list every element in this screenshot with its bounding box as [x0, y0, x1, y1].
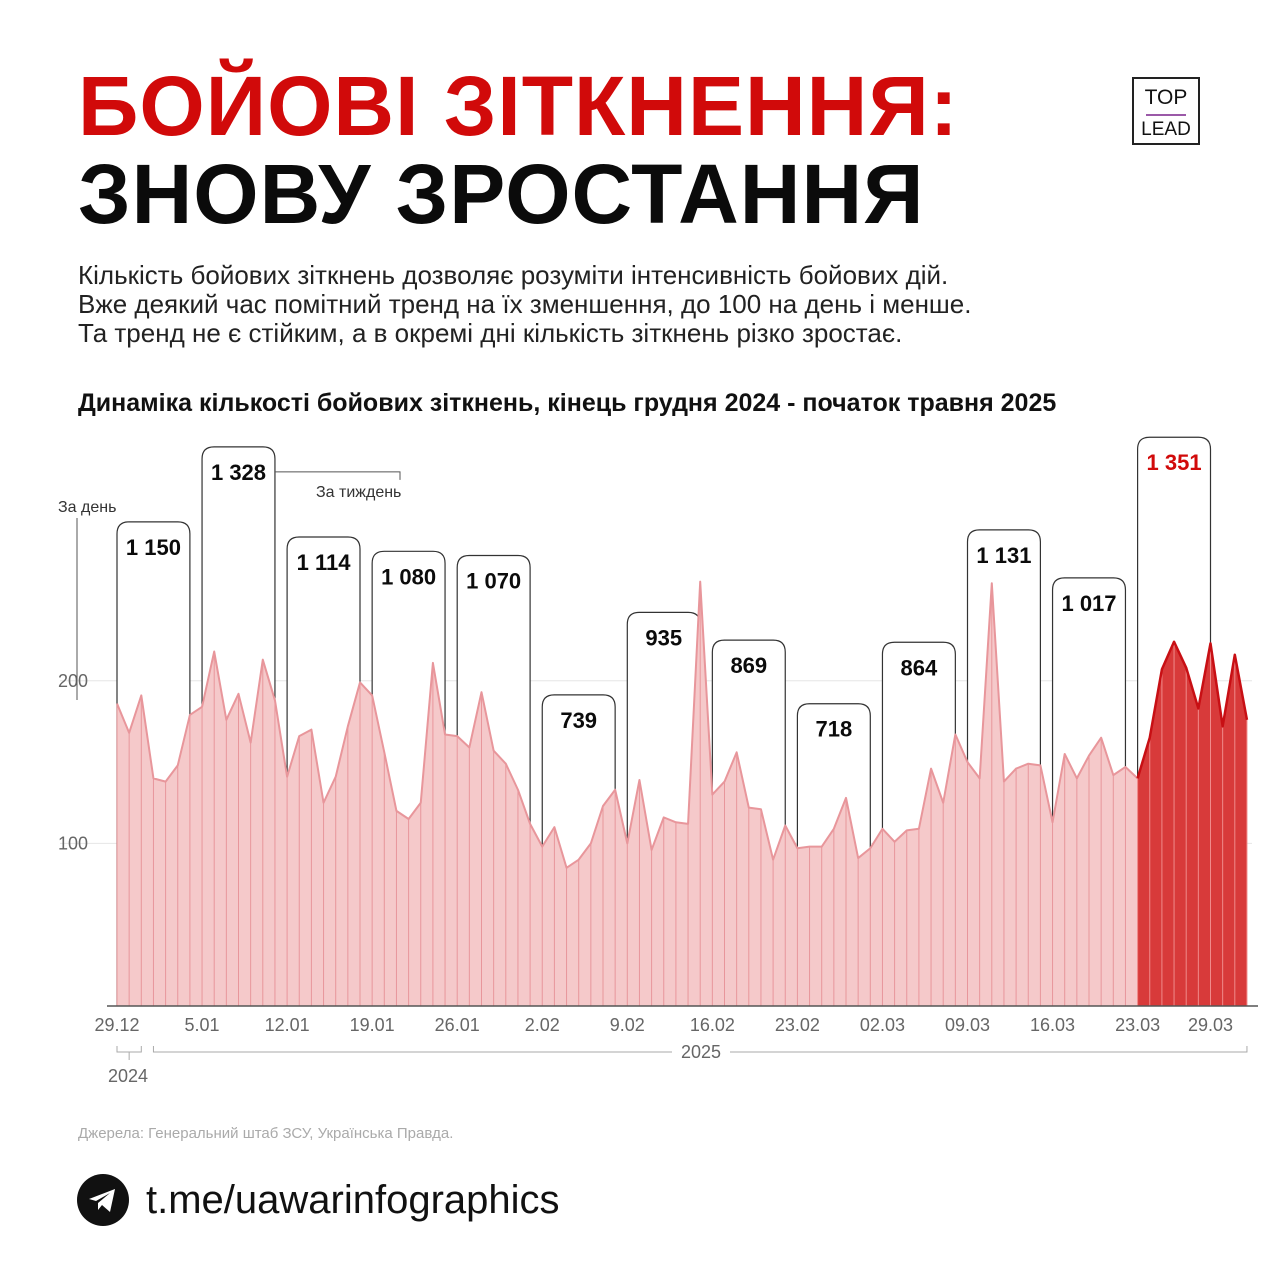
year-label: 2025	[681, 1042, 721, 1062]
telegram-link[interactable]: t.me/uawarinfographics	[146, 1178, 560, 1222]
weekly-value-label: 739	[560, 708, 597, 733]
weekly-label-leader	[274, 471, 401, 480]
x-tick-label: 23.02	[775, 1015, 820, 1035]
x-tick-label: 2.02	[525, 1015, 560, 1035]
x-tick-label: 23.03	[1115, 1015, 1160, 1035]
weekly-value-label: 1 328	[211, 460, 266, 485]
year-bracket-2024	[116, 1046, 142, 1060]
title-line-1: БОЙОВІ ЗІТКНЕННЯ:	[78, 59, 959, 153]
weekly-value-label: 864	[901, 655, 938, 680]
weekly-value-label: 1 070	[466, 569, 521, 594]
telegram-icon[interactable]	[77, 1174, 129, 1226]
weekly-value-label: 1 017	[1061, 591, 1116, 616]
top-lead-logo: TOP LEAD	[1132, 77, 1200, 145]
recent-line	[1136, 640, 1249, 779]
chart-title: Динаміка кількості бойових зіткнень, кін…	[78, 389, 1057, 417]
logo-top-text: TOP	[1144, 86, 1188, 109]
year-label-bg	[672, 1040, 730, 1062]
x-tick-label: 16.03	[1030, 1015, 1075, 1035]
description-line: Вже деякий час помітний тренд на їх змен…	[78, 289, 972, 319]
x-tick-label: 12.01	[265, 1015, 310, 1035]
weekly-value-label: 1 351	[1147, 450, 1202, 475]
year-label: 2024	[108, 1066, 148, 1086]
x-tick-label: 29.12	[94, 1015, 139, 1035]
y-tick-label: 200	[58, 671, 88, 691]
x-tick-label: 02.03	[860, 1015, 905, 1035]
weekly-value-label: 935	[645, 625, 682, 650]
x-tick-label: 29.03	[1188, 1015, 1233, 1035]
weekly-value-label: 718	[815, 717, 852, 742]
description: Кількість бойових зіткнень дозволяє розу…	[78, 261, 971, 348]
title-line-2: ЗНОВУ ЗРОСТАННЯ	[78, 147, 925, 241]
past-line	[116, 580, 1139, 869]
description-line: Та тренд не є стійким, а в окремі дні кі…	[78, 318, 903, 348]
logo-divider	[1146, 114, 1186, 116]
weekly-value-label: 1 131	[976, 543, 1031, 568]
description-line: Кількість бойових зіткнень дозволяє розу…	[78, 260, 949, 290]
y-tick-label: 100	[58, 833, 88, 853]
logo-bottom-text: LEAD	[1141, 119, 1191, 140]
weekly-value-label: 1 114	[297, 550, 352, 575]
x-tick-label: 19.01	[350, 1015, 395, 1035]
x-tick-label: 5.01	[185, 1015, 220, 1035]
weekly-value-label: 869	[730, 653, 767, 678]
source-note: Джерела: Генеральний штаб ЗСУ, Українськ…	[78, 1125, 454, 1142]
x-tick-label: 16.02	[690, 1015, 735, 1035]
weekly-value-label: 1 080	[381, 564, 436, 589]
x-tick-label: 9.02	[610, 1015, 645, 1035]
weekly-value-label: 1 150	[126, 535, 181, 560]
x-tick-label: 09.03	[945, 1015, 990, 1035]
recent-area	[1137, 641, 1247, 1006]
x-tick-label: 26.01	[435, 1015, 480, 1035]
y-axis-label: За день	[58, 499, 116, 516]
weekly-axis-label: За тиждень	[316, 484, 401, 501]
